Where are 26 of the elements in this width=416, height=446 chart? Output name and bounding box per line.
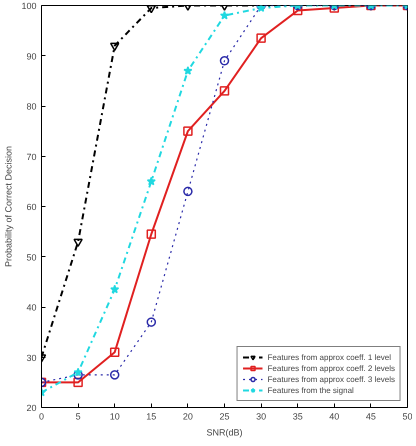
legend-label: Features from the signal (268, 385, 354, 395)
legend-label: Features from approx coeff. 3 levels (268, 374, 395, 384)
y-tick-label: 50 (26, 252, 37, 262)
x-tick-label: 5 (76, 412, 81, 422)
x-tick-label: 45 (366, 412, 376, 422)
x-tick-label: 30 (256, 412, 266, 422)
y-tick-label: 80 (26, 102, 37, 112)
y-tick-label: 70 (26, 152, 37, 162)
y-tick-label: 90 (26, 51, 37, 62)
x-tick-label: 20 (182, 412, 193, 422)
legend-label: Features from approx coeff. 1 level (268, 352, 391, 362)
x-tick-label: 0 (38, 412, 44, 422)
y-tick-label: 30 (26, 352, 37, 363)
x-tick-label: 25 (219, 412, 230, 422)
y-axis-title: Probability of Correct Decision (3, 146, 14, 268)
x-tick-label: 10 (110, 412, 120, 422)
y-tick-label: 100 (21, 1, 37, 11)
x-tick-label: 15 (146, 412, 156, 422)
y-tick-label: 60 (26, 202, 37, 212)
y-tick-label: 20 (26, 403, 37, 413)
x-tick-label: 40 (329, 412, 340, 422)
x-tick-label: 50 (402, 412, 413, 422)
legend-label: Features from approx coeff. 2 levels (268, 363, 395, 373)
x-tick-label: 35 (292, 412, 303, 422)
y-tick-label: 40 (26, 302, 37, 312)
x-axis-title: SNR(dB) (206, 428, 243, 438)
